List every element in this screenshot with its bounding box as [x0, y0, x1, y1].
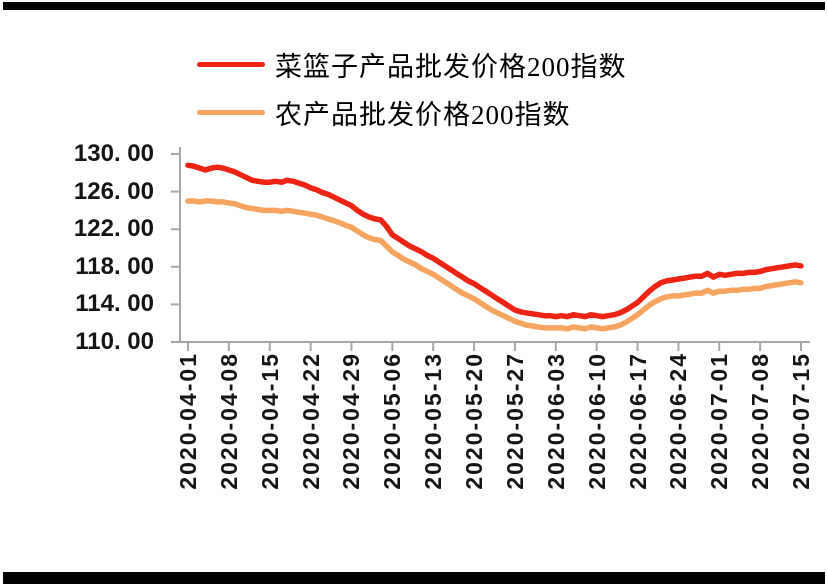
x-axis-tick-label: 2020-07-01 [706, 352, 733, 490]
x-axis-tick-label: 2020-04-29 [338, 352, 365, 490]
legend-item-agri-index: 农产品批发价格200指数 [197, 90, 627, 134]
agri-index-line [185, 198, 804, 332]
x-axis-tick-label: 2020-05-20 [461, 352, 488, 490]
basket-series-swatch [197, 61, 265, 67]
bottom-border-bar [3, 572, 825, 584]
x-axis-tick-label: 2020-05-06 [379, 352, 406, 490]
x-axis-tick-label: 2020-06-10 [583, 352, 610, 490]
y-axis-tick-label: 126. 00 [73, 177, 154, 205]
top-border-bar [3, 2, 825, 10]
x-axis-tick-label: 2020-07-15 [788, 352, 814, 490]
agri-series-swatch [197, 109, 265, 115]
x-axis-tick-label: 2020-05-13 [420, 352, 447, 490]
x-axis-tick-label: 2020-04-01 [175, 352, 201, 490]
x-axis-tick-label: 2020-04-08 [215, 352, 242, 490]
legend-label-basket: 菜篮子产品批发价格200指数 [275, 51, 627, 82]
legend-label-agri: 农产品批发价格200指数 [275, 99, 571, 130]
y-axis-tick-label: 114. 00 [75, 290, 154, 318]
x-axis-tick-label: 2020-06-03 [542, 352, 569, 490]
y-axis-tick-label: 118. 00 [75, 252, 154, 280]
legend: 菜篮子产品批发价格200指数 农产品批发价格200指数 [197, 42, 627, 138]
x-axis-tick-label: 2020-05-27 [501, 352, 528, 490]
y-axis-tick-label: 130. 00 [73, 140, 154, 167]
x-axis-tick-label: 2020-04-22 [297, 352, 324, 490]
x-axis-tick-label: 2020-06-17 [624, 352, 651, 490]
y-axis-tick-label: 122. 00 [73, 215, 154, 243]
x-axis-tick-label: 2020-07-08 [747, 352, 774, 490]
legend-item-basket-index: 菜篮子产品批发价格200指数 [197, 42, 627, 86]
basket-index-line [185, 162, 804, 320]
x-axis-tick-label: 2020-06-24 [665, 352, 692, 490]
y-axis-tick-label: 110. 00 [75, 328, 154, 355]
x-axis-tick-label: 2020-04-15 [256, 352, 283, 490]
